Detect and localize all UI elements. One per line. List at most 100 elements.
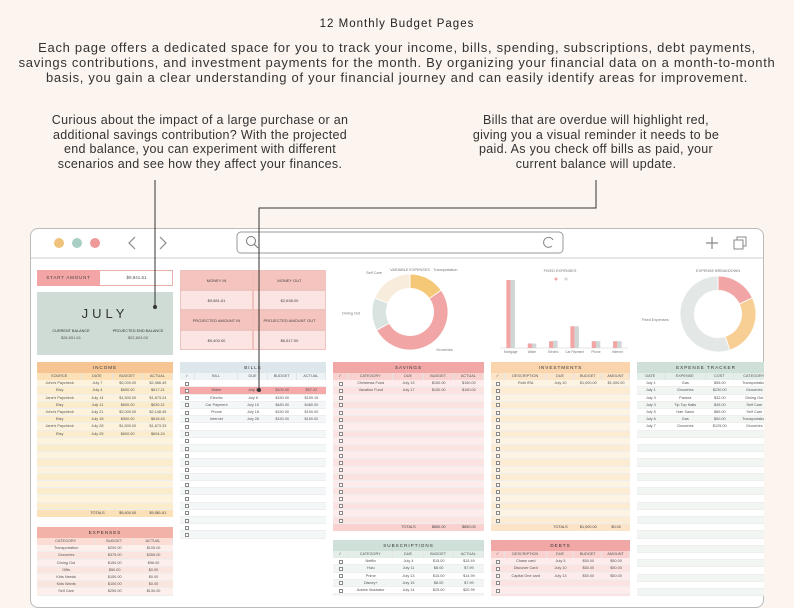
table-cell: Christmas Fund: [348, 380, 393, 387]
checkbox[interactable]: [339, 425, 343, 429]
checkbox[interactable]: [339, 581, 343, 585]
checkbox[interactable]: [339, 490, 343, 494]
table-cell: $480.00: [268, 402, 297, 409]
checkbox[interactable]: [339, 504, 343, 508]
checkbox[interactable]: [496, 382, 500, 386]
checkbox[interactable]: [496, 504, 500, 508]
checkbox[interactable]: [185, 403, 189, 407]
checkbox[interactable]: [496, 396, 500, 400]
checkbox[interactable]: [339, 461, 343, 465]
checkbox[interactable]: [339, 468, 343, 472]
checkbox[interactable]: [185, 411, 189, 415]
checkbox[interactable]: [185, 396, 189, 400]
checkbox[interactable]: [185, 447, 189, 451]
month-name: JULY: [37, 303, 173, 325]
table-cell: July 21: [82, 409, 112, 416]
checkbox[interactable]: [339, 447, 343, 451]
checkbox[interactable]: [339, 411, 343, 415]
table-row: [333, 517, 484, 524]
table-cell: $1,500.00: [113, 423, 143, 430]
checkbox[interactable]: [339, 382, 343, 386]
table-cell: $7.99: [454, 565, 484, 572]
checkbox[interactable]: [496, 581, 500, 585]
checkbox[interactable]: [339, 389, 343, 393]
checkbox[interactable]: [185, 519, 189, 523]
table-row: [37, 452, 173, 459]
table-cell: $1,500.00: [113, 395, 143, 402]
checkbox[interactable]: [496, 497, 500, 501]
checkbox[interactable]: [496, 439, 500, 443]
checkbox[interactable]: [496, 425, 500, 429]
checkbox[interactable]: [496, 511, 500, 515]
checkbox[interactable]: [339, 497, 343, 501]
checkbox[interactable]: [185, 526, 189, 530]
table-row: [333, 445, 484, 452]
checkbox[interactable]: [185, 439, 189, 443]
checkbox[interactable]: [339, 519, 343, 523]
checkbox[interactable]: [185, 418, 189, 422]
table-row: [491, 402, 630, 409]
checkbox[interactable]: [496, 574, 500, 578]
table-cell: $85.00: [706, 409, 734, 416]
table-row: [491, 409, 630, 416]
totals-cell: $1,000.00: [574, 524, 602, 531]
column-header: BUDGET: [424, 373, 454, 380]
checkbox[interactable]: [496, 519, 500, 523]
checkbox[interactable]: [496, 468, 500, 472]
checkbox[interactable]: [496, 490, 500, 494]
checkbox[interactable]: [185, 511, 189, 515]
checkbox[interactable]: [185, 432, 189, 436]
checkbox[interactable]: [339, 439, 343, 443]
checkbox[interactable]: [185, 461, 189, 465]
checkbox[interactable]: [185, 468, 189, 472]
checkbox[interactable]: [339, 454, 343, 458]
checkbox[interactable]: [339, 560, 343, 564]
table-cell: July 3: [637, 395, 665, 402]
checkbox[interactable]: [185, 504, 189, 508]
checkbox[interactable]: [339, 511, 343, 515]
checkbox[interactable]: [339, 475, 343, 479]
checkbox[interactable]: [185, 533, 189, 537]
checkbox[interactable]: [185, 425, 189, 429]
table-cell: July 10: [547, 380, 575, 387]
checkbox[interactable]: [496, 432, 500, 436]
table-row: [180, 423, 326, 430]
checkbox[interactable]: [496, 418, 500, 422]
checkbox[interactable]: [496, 589, 500, 593]
checkbox[interactable]: [496, 403, 500, 407]
checkbox[interactable]: [496, 447, 500, 451]
checkbox[interactable]: [339, 432, 343, 436]
checkbox[interactable]: [185, 389, 189, 393]
checkbox[interactable]: [339, 483, 343, 487]
checkbox[interactable]: [339, 589, 343, 593]
table-cell: $617.21: [143, 387, 173, 394]
checkbox[interactable]: [339, 396, 343, 400]
checkbox[interactable]: [339, 567, 343, 571]
checkbox[interactable]: [496, 389, 500, 393]
checkbox[interactable]: [496, 483, 500, 487]
checkbox[interactable]: [185, 454, 189, 458]
checkbox[interactable]: [496, 411, 500, 415]
table-title: SUBSCRIPTIONS: [333, 540, 484, 551]
checkbox[interactable]: [185, 490, 189, 494]
checkbox[interactable]: [339, 574, 343, 578]
checkbox[interactable]: [496, 560, 500, 564]
checkbox[interactable]: [496, 461, 500, 465]
table-cell: Jane's Paycheck: [37, 423, 82, 430]
checkbox[interactable]: [496, 475, 500, 479]
checkbox[interactable]: [496, 567, 500, 571]
column-header: DESCRIPTION: [505, 373, 547, 380]
checkbox[interactable]: [185, 497, 189, 501]
checkbox[interactable]: [185, 483, 189, 487]
checkbox[interactable]: [185, 382, 189, 386]
table-row: [37, 495, 173, 502]
checkbox[interactable]: [496, 454, 500, 458]
checkbox[interactable]: [339, 418, 343, 422]
table-row: [333, 474, 484, 481]
checkbox[interactable]: [339, 403, 343, 407]
table-cell: July 18: [82, 416, 112, 423]
value: $26,651.61: [40, 334, 102, 342]
checkbox[interactable]: [185, 475, 189, 479]
table-cell: $150.00: [454, 387, 484, 394]
column-header: DATE: [82, 373, 112, 380]
